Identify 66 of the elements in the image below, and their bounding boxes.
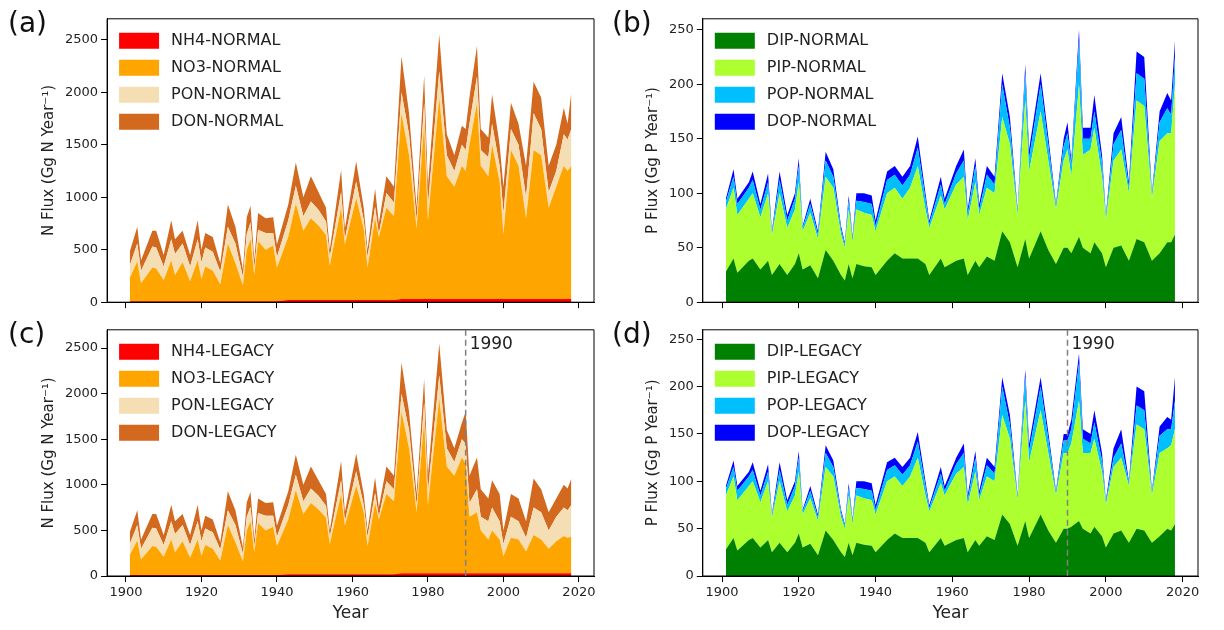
x-tick-label: 2000	[486, 584, 520, 600]
legend-label: DIP-NORMAL	[766, 29, 869, 49]
legend-label: POP-NORMAL	[766, 83, 874, 103]
y-tick-label: 0	[89, 293, 99, 309]
x-tick-label: 1960	[335, 584, 369, 600]
y-tick-label: 100	[668, 472, 694, 488]
legend-label: NH4-LEGACY	[171, 340, 275, 360]
legend-label: PIP-LEGACY	[766, 367, 860, 387]
y-tick-label: 50	[677, 520, 694, 536]
y-tick-label: 2500	[64, 31, 99, 47]
legend-label: PIP-NORMAL	[766, 56, 866, 76]
ref-line-label: 1990	[1071, 332, 1115, 353]
x-tick-label: 1960	[935, 584, 969, 600]
chart-title: (d)	[612, 317, 652, 350]
chart-title: (c)	[8, 317, 46, 350]
legend-label: DOP-NORMAL	[766, 110, 877, 130]
y-tick-label: 0	[685, 293, 694, 309]
y-axis-title: P Flux (Gg P Year⁻¹)	[642, 379, 661, 527]
x-tick-label: 1920	[782, 584, 816, 600]
x-tick-label: 1920	[184, 584, 218, 600]
y-tick-label: 200	[668, 377, 694, 393]
y-tick-label: 250	[668, 21, 694, 37]
y-tick-label: 200	[668, 75, 694, 91]
y-tick-label: 2500	[64, 339, 99, 355]
y-tick-label: 150	[668, 130, 694, 146]
x-tick-label: 2000	[1089, 584, 1123, 600]
legend-label: NO3-NORMAL	[171, 56, 282, 76]
y-axis-title: N Flux (Gg N Year⁻¹)	[38, 377, 57, 529]
legend-label: NO3-LEGACY	[171, 367, 275, 387]
y-tick-label: 250	[668, 330, 694, 346]
x-tick-label: 2020	[1166, 584, 1200, 600]
x-tick-label: 1940	[260, 584, 294, 600]
x-tick-label: 1980	[1012, 584, 1046, 600]
y-tick-label: 500	[73, 521, 99, 537]
y-tick-label: 2000	[64, 83, 99, 99]
y-tick-label: 50	[677, 239, 694, 255]
y-axis-title: N Flux (Gg N Year⁻¹)	[38, 84, 57, 237]
y-tick-label: 500	[73, 241, 99, 257]
x-tick-label: 1980	[411, 584, 445, 600]
legend-label: NH4-NORMAL	[171, 29, 281, 49]
y-tick-label: 150	[668, 425, 694, 441]
y-tick-label: 100	[668, 184, 694, 200]
y-tick-label: 2000	[64, 385, 99, 400]
legend-label: DON-LEGACY	[171, 421, 277, 441]
chart-title: (a)	[8, 6, 48, 39]
legend-label: PON-LEGACY	[171, 394, 275, 414]
legend-label: DOP-LEGACY	[766, 421, 870, 441]
legend-label: PON-NORMAL	[171, 83, 281, 103]
x-tick-label: 1900	[705, 584, 739, 600]
y-tick-label: 0	[89, 567, 99, 583]
x-axis-title: Year	[931, 602, 969, 623]
x-tick-label: 1940	[859, 584, 893, 600]
chart-title: (b)	[612, 6, 652, 39]
y-tick-label: 1000	[64, 476, 99, 492]
y-tick-label: 0	[685, 567, 694, 583]
y-tick-label: 1500	[64, 136, 99, 152]
legend-label: DIP-LEGACY	[766, 340, 862, 360]
y-axis-title: P Flux (Gg P Year⁻¹)	[642, 87, 661, 234]
y-tick-label: 1500	[64, 430, 99, 446]
x-tick-label: 2020	[562, 584, 596, 600]
x-tick-label: 1900	[109, 584, 143, 600]
legend-label: POP-LEGACY	[766, 394, 868, 414]
x-axis-title: Year	[331, 602, 369, 623]
legend-label: DON-NORMAL	[171, 110, 284, 130]
y-tick-label: 1000	[64, 188, 99, 204]
ref-line-label: 1990	[469, 332, 513, 353]
